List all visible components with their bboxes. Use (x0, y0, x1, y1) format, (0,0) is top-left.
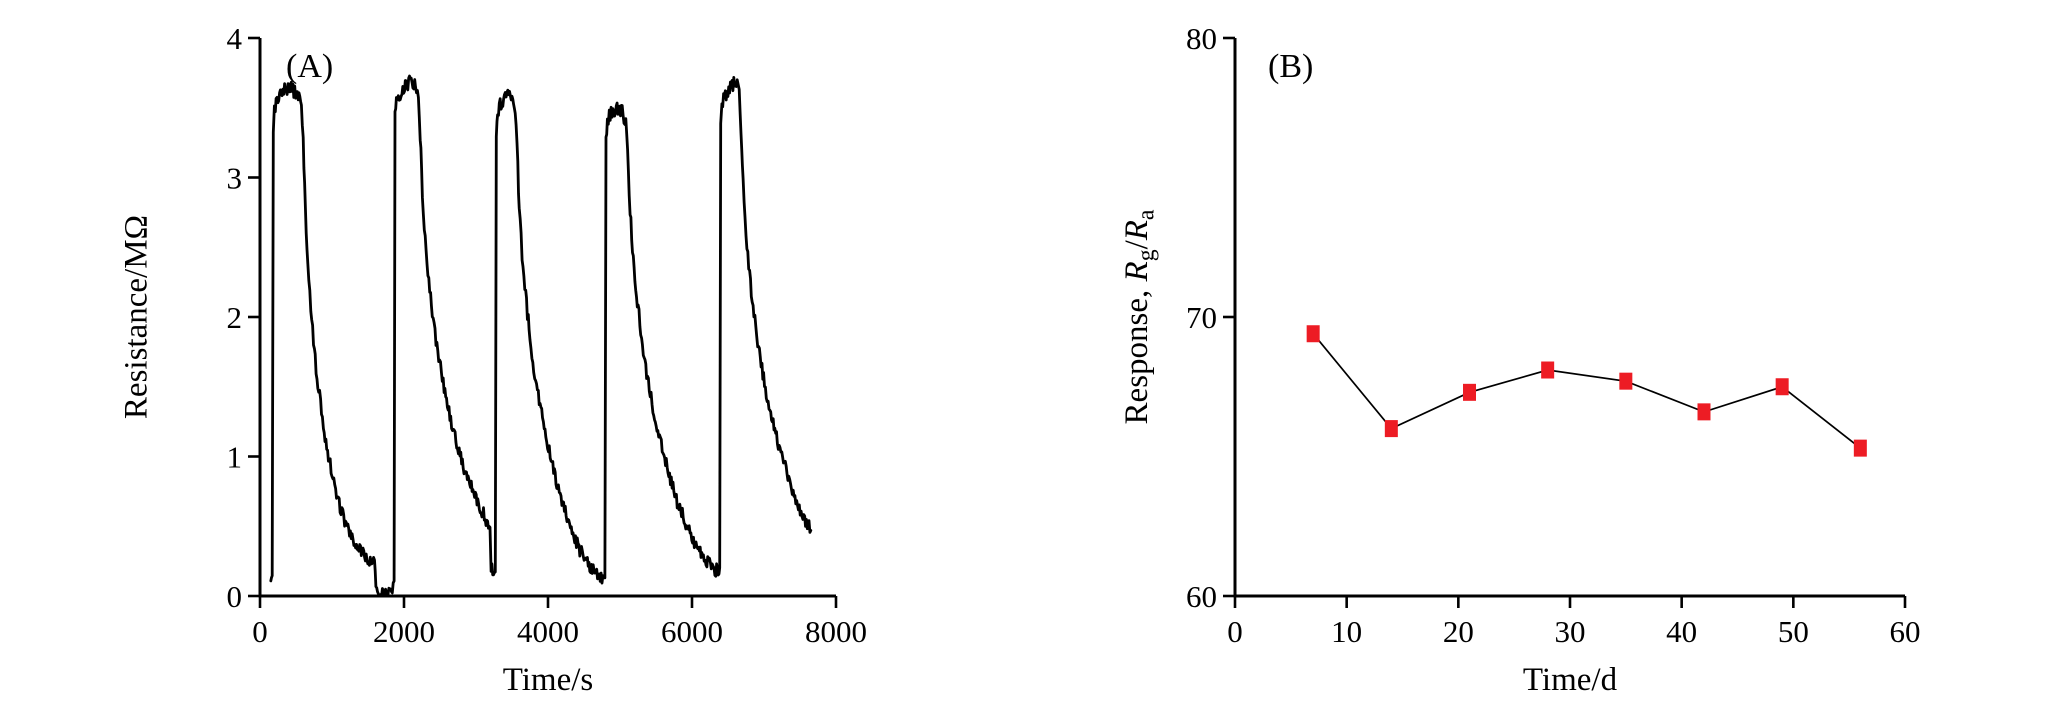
data-point-marker (1697, 403, 1711, 421)
x-tick-label: 8000 (805, 614, 867, 649)
x-tick-label: 4000 (517, 614, 579, 649)
panel-a-x-axis-label: Time/s (502, 662, 594, 698)
x-tick-label: 0 (1227, 614, 1243, 649)
y-tick-label: 1 (227, 440, 243, 475)
x-tick-label: 0 (252, 614, 268, 649)
data-point-marker (1775, 378, 1789, 396)
ylabel-rg-symbol: R (1118, 261, 1155, 282)
panel-a-y-axis-label: Resistance/MΩ (118, 214, 155, 420)
x-tick-label: 30 (1555, 614, 1586, 649)
ylabel-prefix: Response, (1118, 281, 1155, 425)
data-point-marker (1384, 420, 1398, 438)
stability-line (1312, 333, 1861, 449)
y-tick-label: 0 (227, 579, 243, 614)
data-point-marker (1853, 439, 1867, 457)
panel-b-label: (B) (1268, 48, 1314, 85)
ylabel-rg-subscript: g (1133, 249, 1160, 262)
ylabel-ra-symbol: R (1118, 220, 1155, 241)
panel-b-y-axis-label: Response, Rg/Ra (1118, 209, 1160, 425)
data-point-marker (1463, 383, 1476, 401)
ylabel-ra-subscript: a (1133, 209, 1160, 221)
y-tick-label: 70 (1186, 300, 1217, 335)
y-tick-label: 3 (227, 161, 243, 196)
panel-b-x-axis-label: Time/d (1522, 662, 1618, 698)
x-tick-label: 50 (1778, 614, 1809, 649)
panel-A-plot: 0 2000 4000 6000 8000 0 1 2 3 4 (227, 21, 868, 649)
axis-spines (1233, 38, 1905, 598)
x-tick-label: 2000 (373, 614, 435, 649)
data-point-marker (1619, 372, 1633, 390)
data-point-marker (1306, 325, 1320, 343)
x-tick-label: 20 (1443, 614, 1474, 649)
y-tick-label: 2 (227, 300, 243, 335)
data-point-marker (1541, 361, 1555, 379)
y-tick-label: 60 (1186, 579, 1217, 614)
x-tick-label: 60 (1890, 614, 1921, 649)
y-tick-label: 4 (227, 21, 243, 56)
x-tick-label: 40 (1666, 614, 1697, 649)
panel-B-plot: 0 10 20 30 40 50 60 60 70 80 (1186, 21, 1921, 649)
axis-spines (258, 38, 836, 598)
y-tick-label: 80 (1186, 21, 1217, 56)
resistance-trace (269, 74, 813, 598)
ylabel-slash: / (1118, 240, 1155, 250)
panel-a-label: (A) (286, 48, 334, 85)
x-tick-label: 6000 (661, 614, 723, 649)
x-tick-label: 10 (1331, 614, 1362, 649)
